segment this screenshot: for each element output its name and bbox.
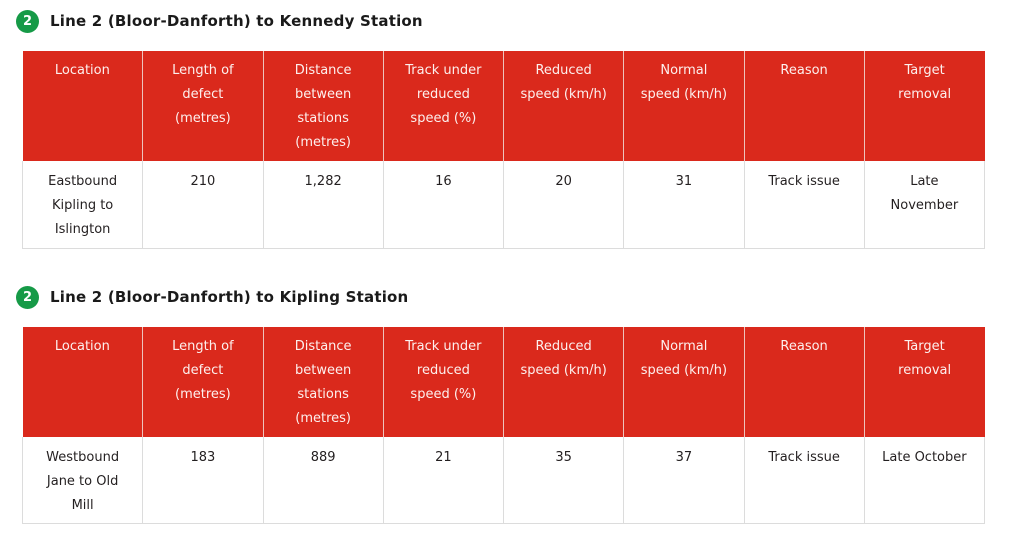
cell-station-distance: 889 xyxy=(263,436,384,524)
col-header-defect-length: Length of defect (metres) xyxy=(142,326,264,437)
table-header: Location Length of defect (metres) Dista… xyxy=(22,326,985,437)
cell-reduced-speed: 35 xyxy=(503,436,625,524)
section-title: Line 2 (Bloor-Danforth) to Kipling Stati… xyxy=(50,287,409,306)
col-header-location: Location xyxy=(22,51,144,161)
cell-location: Westbound Jane to Old Mill xyxy=(21,436,144,524)
cell-station-distance: 1,282 xyxy=(263,161,384,249)
section-kipling: 2 Line 2 (Bloor-Danforth) to Kipling Sta… xyxy=(16,285,1024,524)
col-header-reason: Reason xyxy=(744,51,865,161)
section-heading-kennedy: 2 Line 2 (Bloor-Danforth) to Kennedy Sta… xyxy=(16,10,1024,33)
cell-reduced-speed: 20 xyxy=(503,161,625,249)
col-header-track-under-reduced-speed: Track under reduced speed (%) xyxy=(383,51,505,161)
section-heading-kipling: 2 Line 2 (Bloor-Danforth) to Kipling Sta… xyxy=(16,285,1024,309)
cell-location: Eastbound Kipling to Islington xyxy=(21,161,144,249)
cell-reason: Track issue xyxy=(744,161,865,249)
col-header-station-distance: Distance between stations (metres) xyxy=(263,51,384,161)
col-header-normal-speed: Normal speed (km/h) xyxy=(623,326,745,437)
cell-reason: Track issue xyxy=(744,436,865,524)
cell-normal-speed: 37 xyxy=(623,436,745,524)
section-title: Line 2 (Bloor-Danforth) to Kennedy Stati… xyxy=(50,12,423,30)
section-kennedy: 2 Line 2 (Bloor-Danforth) to Kennedy Sta… xyxy=(16,10,1024,249)
col-header-station-distance: Distance between stations (metres) xyxy=(263,326,384,437)
col-header-target-removal: Target removal xyxy=(864,51,985,161)
col-header-reason: Reason xyxy=(744,326,865,437)
col-header-defect-length: Length of defect (metres) xyxy=(142,51,264,161)
col-header-location: Location xyxy=(22,326,144,437)
cell-track-under-reduced-speed: 16 xyxy=(383,161,505,249)
col-header-normal-speed: Normal speed (km/h) xyxy=(623,51,745,161)
slow-zone-table-kennedy: Location Length of defect (metres) Dista… xyxy=(21,51,986,249)
slow-zones-page: 2 Line 2 (Bloor-Danforth) to Kennedy Sta… xyxy=(16,10,1024,524)
line-2-badge: 2 xyxy=(16,10,39,33)
col-header-track-under-reduced-speed: Track under reduced speed (%) xyxy=(383,326,505,437)
line-2-badge: 2 xyxy=(16,285,39,309)
slow-zone-table-kipling: Location Length of defect (metres) Dista… xyxy=(21,326,986,524)
table-row: Westbound Jane to Old Mill 183 889 21 35… xyxy=(21,436,986,524)
table-header: Location Length of defect (metres) Dista… xyxy=(22,51,985,161)
cell-target-removal: Late October xyxy=(864,436,986,524)
cell-normal-speed: 31 xyxy=(623,161,745,249)
col-header-reduced-speed: Reduced speed (km/h) xyxy=(503,326,625,437)
col-header-target-removal: Target removal xyxy=(864,326,985,437)
cell-defect-length: 183 xyxy=(142,436,264,524)
cell-target-removal: Late November xyxy=(864,161,986,249)
col-header-reduced-speed: Reduced speed (km/h) xyxy=(503,51,625,161)
cell-defect-length: 210 xyxy=(142,161,264,249)
cell-track-under-reduced-speed: 21 xyxy=(383,436,505,524)
table-row: Eastbound Kipling to Islington 210 1,282… xyxy=(21,161,986,249)
